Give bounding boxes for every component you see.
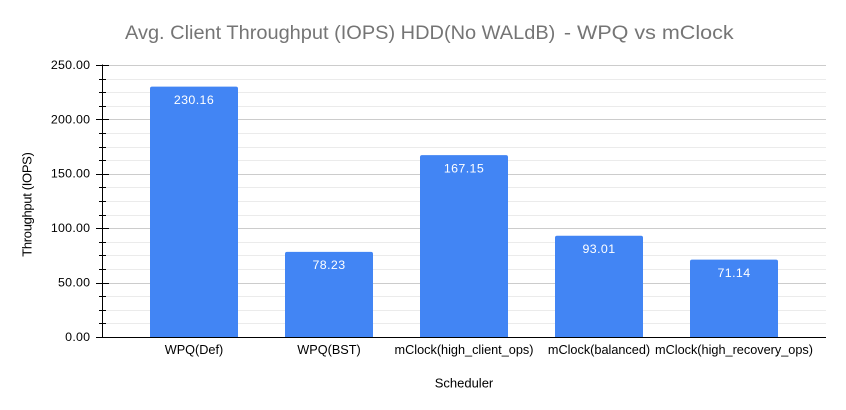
svg-text:0.00: 0.00 [65,330,90,344]
svg-text:WPQ(Def): WPQ(Def) [165,343,224,357]
svg-text:100.00: 100.00 [51,221,90,235]
svg-text:93.01: 93.01 [582,242,615,256]
svg-text:Scheduler: Scheduler [435,376,494,391]
svg-text:167.15: 167.15 [444,161,484,175]
svg-text:71.14: 71.14 [717,266,750,280]
svg-text:WPQ(BST): WPQ(BST) [297,343,360,357]
svg-text:230.16: 230.16 [174,93,214,107]
svg-text:200.00: 200.00 [51,112,90,126]
svg-text:mClock(balanced): mClock(balanced) [548,343,650,357]
svg-text:50.00: 50.00 [58,276,90,290]
svg-text:- WPQ vs mClock: - WPQ vs mClock [564,23,734,44]
svg-text:150.00: 150.00 [51,167,90,181]
svg-text:mClock(high_recovery_ops): mClock(high_recovery_ops) [655,343,813,357]
svg-text:250.00: 250.00 [51,58,90,72]
svg-text:Throughput (IOPS): Throughput (IOPS) [19,152,34,256]
svg-text:Avg. Client Throughput (IOPS): Avg. Client Throughput (IOPS) HDD(No WAL… [125,23,555,44]
svg-text:78.23: 78.23 [312,258,345,272]
svg-text:mClock(high_client_ops): mClock(high_client_ops) [395,343,534,357]
